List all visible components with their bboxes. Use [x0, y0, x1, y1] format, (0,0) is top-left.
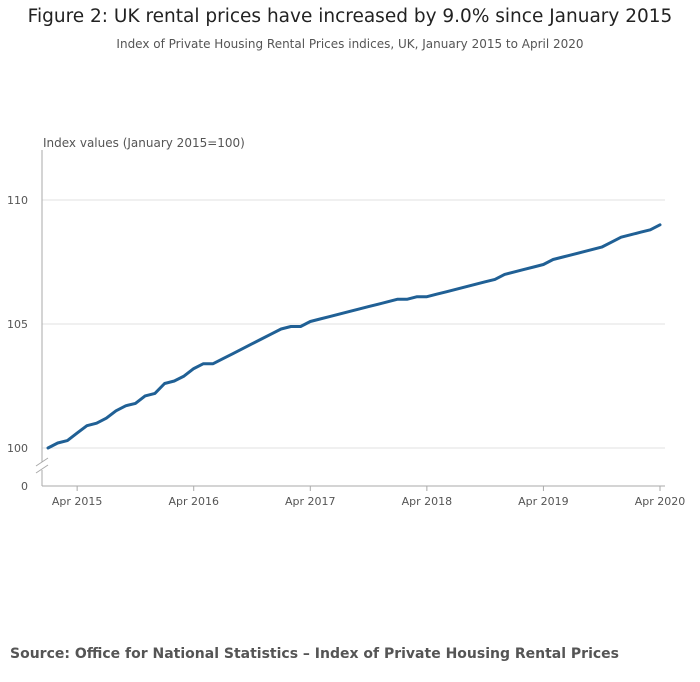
chart-subtitle: Index of Private Housing Rental Prices i…: [116, 37, 584, 51]
source-note: Source: Office for National Statistics –…: [10, 646, 620, 662]
series-layer: [46, 223, 662, 450]
y-tick-label: 110: [7, 194, 28, 207]
x-tick-label: Apr 2017: [285, 495, 336, 508]
x-tick-label: Apr 2016: [168, 495, 219, 508]
x-tick-label: Apr 2020: [635, 495, 686, 508]
x-tick-label: Apr 2018: [402, 495, 453, 508]
axis-break-mark: [35, 457, 49, 467]
grid-lines: [42, 199, 665, 449]
series-line: [46, 223, 662, 450]
axis-break-mark: [35, 464, 49, 474]
tick-labels: 110 105 100 0 Apr 2015 Apr 2016 Apr 2017 Apr 20…: [7, 194, 685, 508]
y-tick-label: 0: [21, 480, 28, 493]
axes: [35, 150, 665, 491]
x-tick-label: Apr 2015: [52, 495, 103, 508]
chart-title: Figure 2: UK rental prices have increase…: [27, 6, 673, 27]
x-tick-label: Apr 2019: [518, 495, 569, 508]
y-tick-label: 100: [7, 442, 28, 455]
y-axis-label: Index values (January 2015=100): [43, 136, 245, 150]
y-tick-label: 105: [7, 318, 28, 331]
